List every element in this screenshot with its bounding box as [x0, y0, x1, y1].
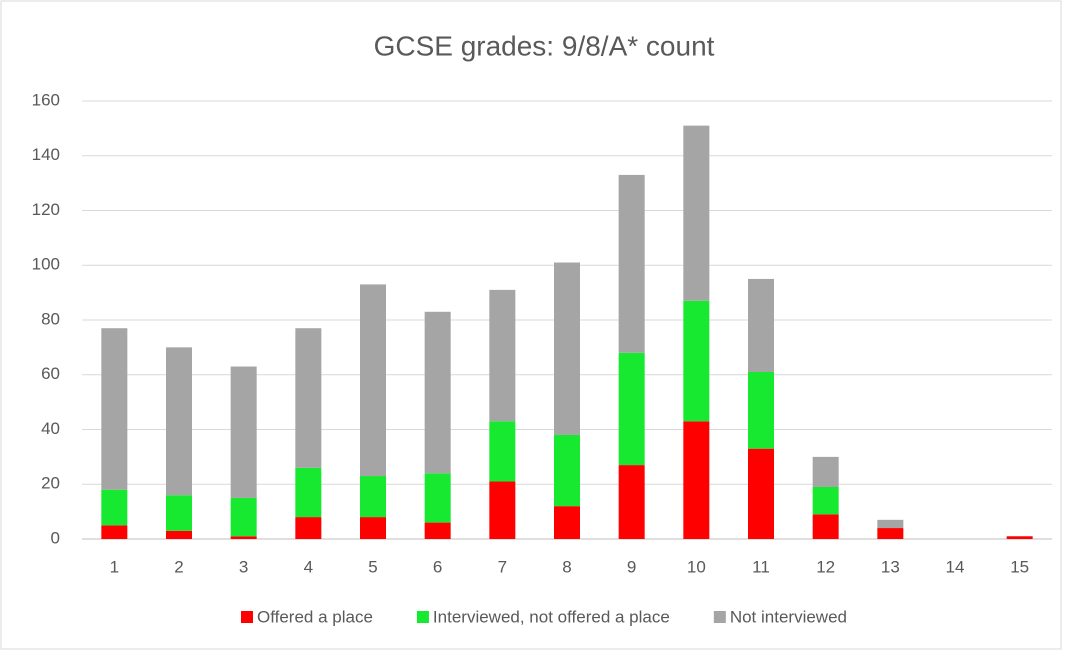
bar-segment [101, 525, 128, 539]
y-tick-label: 60 [41, 364, 60, 383]
y-tick-label: 80 [41, 309, 60, 328]
bar-segment [489, 421, 516, 482]
x-tick-label: 8 [562, 557, 571, 576]
y-tick-label: 40 [41, 419, 60, 438]
y-tick-label: 100 [32, 255, 60, 274]
y-tick-label: 20 [41, 474, 60, 493]
bar-segment [812, 486, 839, 515]
x-tick-label: 4 [304, 557, 313, 576]
bar-segment [877, 528, 904, 539]
bar-segment [618, 465, 645, 539]
x-tick-label: 5 [368, 557, 377, 576]
x-tick-label: 11 [752, 557, 770, 576]
legend-swatch [240, 611, 253, 623]
legend-label: Interviewed, not offered a place [433, 607, 670, 626]
bar-segment [230, 366, 257, 498]
bar-segment [618, 174, 645, 353]
x-tick-label: 13 [881, 557, 900, 576]
bar-segment [748, 448, 774, 539]
legend-swatch [416, 611, 429, 623]
bar-segment [230, 536, 257, 539]
x-tick-label: 6 [433, 557, 442, 576]
bar-segment [683, 125, 710, 301]
bar-segment [554, 506, 580, 539]
legend-label: Offered a place [257, 607, 373, 626]
bar-segment [295, 467, 322, 518]
legend-swatch [713, 611, 726, 623]
bar-segment [295, 328, 322, 468]
bar-segment [101, 489, 128, 526]
chart-title: GCSE grades: 9/8/A* count [374, 30, 715, 61]
bar-segment [1006, 536, 1033, 539]
legend-label: Not interviewed [730, 607, 847, 626]
x-tick-label: 1 [110, 557, 119, 576]
x-tick-label: 14 [946, 557, 965, 576]
x-tick-label: 3 [239, 557, 248, 576]
bar-segment [101, 328, 128, 490]
bar-segment [748, 372, 774, 449]
bar-segment [295, 517, 322, 539]
y-tick-label: 120 [32, 200, 60, 219]
bar-segment [554, 262, 580, 435]
bar-segment [489, 481, 516, 539]
bar-segment [618, 352, 645, 466]
x-tick-label: 12 [816, 557, 835, 576]
y-tick-label: 140 [32, 145, 60, 164]
bar-segment [489, 289, 516, 422]
bar-segment [166, 347, 192, 496]
bar-segment [166, 495, 192, 531]
bar-segment [683, 300, 710, 422]
bar-segment [230, 497, 257, 537]
x-tick-label: 7 [498, 557, 507, 576]
bar-segment [812, 514, 839, 539]
y-tick-label: 160 [32, 90, 60, 109]
x-tick-label: 2 [174, 557, 183, 576]
bar-segment [424, 522, 451, 539]
bar-segment [812, 456, 839, 487]
bar-segment [360, 284, 386, 477]
bar-segment [554, 434, 580, 507]
x-tick-label: 15 [1010, 557, 1029, 576]
bar-segment [683, 421, 710, 539]
bar-segment [424, 473, 451, 523]
bar-segment [360, 476, 386, 518]
bar-segment [166, 530, 192, 539]
bar-segment [748, 278, 774, 373]
bar-segment [877, 519, 904, 529]
bar-segment [360, 517, 386, 539]
x-tick-label: 10 [687, 557, 706, 576]
x-tick-label: 9 [627, 557, 636, 576]
bar-segment [424, 311, 451, 474]
y-tick-label: 0 [51, 528, 60, 547]
